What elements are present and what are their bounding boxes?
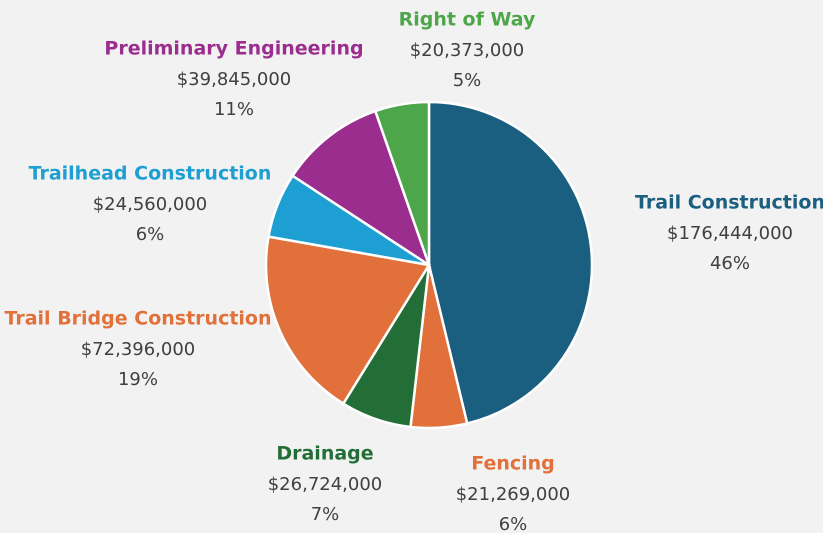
slice-percent: 5% [453, 70, 482, 91]
slice-value: $176,444,000 [667, 223, 793, 244]
slice-value: $39,845,000 [177, 69, 292, 90]
slice-percent: 7% [311, 504, 340, 525]
slice-label: Drainage [276, 443, 373, 465]
slice-value: $21,269,000 [456, 484, 571, 505]
slice-label: Preliminary Engineering [104, 38, 363, 60]
slice-percent: 6% [136, 224, 165, 245]
slice-value: $26,724,000 [268, 474, 383, 495]
slice-label: Fencing [471, 453, 555, 475]
pie-slice [373, 100, 431, 266]
slice-value: $24,560,000 [93, 194, 208, 215]
slice-percent: 11% [214, 99, 254, 120]
slice-label: Trail Bridge Construction [4, 308, 271, 330]
slice-percent: 46% [710, 253, 750, 274]
slice-percent: 6% [499, 514, 528, 533]
pie-slice [264, 235, 432, 406]
slice-value: $72,396,000 [81, 339, 196, 360]
pie-slice [290, 109, 432, 269]
slice-label: Right of Way [399, 9, 536, 31]
pie-slice [427, 100, 594, 425]
slice-label: Trail Construction [635, 192, 823, 214]
slice-value: $20,373,000 [410, 40, 525, 61]
slice-percent: 19% [118, 369, 158, 390]
slice-label: Trailhead Construction [29, 163, 272, 185]
